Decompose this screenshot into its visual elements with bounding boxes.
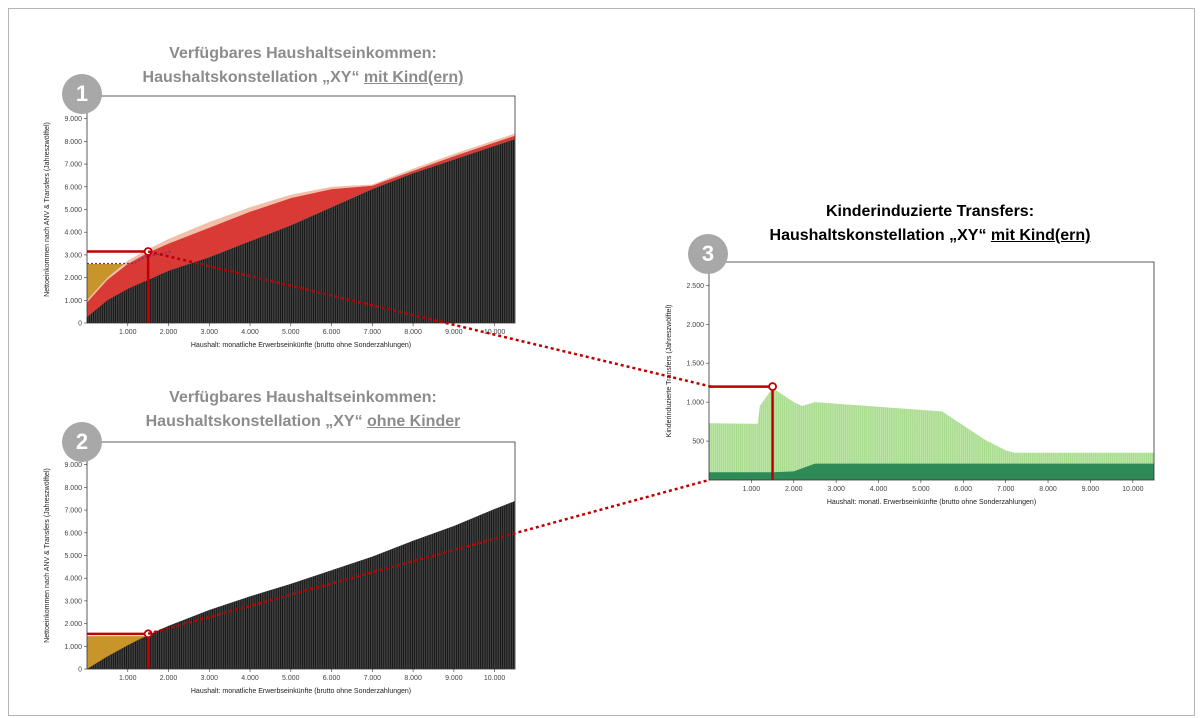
chart2-y-tick-label: 9.000 [64,462,82,469]
chart3-y-axis-label: Kinderinduzierte Transfers (Jahreszwölft… [666,305,673,438]
chart1-x-tick-label: 8.000 [404,329,422,336]
panel1-title-line1: Verfügbares Haushaltseinkommen: [169,45,437,62]
chart1-y-tick-label: 3.000 [64,252,82,259]
chart1-x-tick-label: 2.000 [160,329,178,336]
chart2-x-axis-label: Haushalt: monatliche Erwerbseinkünfte (b… [191,688,411,695]
panel2-title-line1: Verfügbares Haushaltseinkommen: [169,389,437,406]
chart1-x-tick-label: 4.000 [241,329,259,336]
panel3-title: Kinderinduzierte Transfers: Haushaltskon… [700,200,1160,248]
chart2-x-tick-label: 6.000 [323,675,341,682]
chart2-x-tick-label: 3.000 [201,675,219,682]
chart1-y-tick-label: 0 [78,321,82,328]
chart1-y-tick-label: 5.000 [64,207,82,214]
chart2-y-axis-label: Nettoeinkommen nach ANV & Transfers (Jah… [44,468,51,643]
chart2-y-tick-label: 5.000 [64,553,82,560]
chart3-x-tick-label: 1.000 [743,486,761,493]
chart1-y-tick-label: 8.000 [64,139,82,146]
panel2-title-prefix: Haushaltskonstellation „XY“ [145,413,368,430]
chart3-x-tick-label: 2.000 [785,486,803,493]
chart1-x-tick-label: 6.000 [323,329,341,336]
panel1-title-underlined: mit Kind(ern) [363,69,464,86]
chart1-y-tick-label: 2.000 [64,275,82,282]
chart2-x-tick-label: 10.000 [484,675,506,682]
chart2-x-tick-label: 7.000 [364,675,382,682]
chart2-y-tick-label: 7.000 [64,508,82,515]
chart2-y-tick-label: 6.000 [64,530,82,537]
chart2-x-tick-label: 4.000 [241,675,259,682]
chart1-dashed-reference [87,250,173,265]
chart2-x-tick-label: 1.000 [119,675,137,682]
panel3-title-underlined: mit Kind(ern) [990,227,1091,244]
badge-1: 1 [62,74,102,114]
chart3-y-tick-label: 2.500 [686,283,704,290]
panel2-title: Verfügbares Haushaltseinkommen: Haushalt… [55,386,551,434]
chart1-x-tick-label: 5.000 [282,329,300,336]
chart1-y-axis-label: Nettoeinkommen nach ANV & Transfers (Jah… [44,122,51,297]
chart1-x-tick-label: 1.000 [119,329,137,336]
chart-2: 1.000 2.000 3.000 4.000 5.000 6.000 7.000 8.000… [44,441,516,695]
chart3-x-tick-label: 7.000 [997,486,1015,493]
connector-2-to-3 [147,478,710,636]
chart3-y-tick-label: 500 [692,439,704,446]
chart2-y-tick-label: 3.000 [64,598,82,605]
chart2-y-tick-label: 8.000 [64,485,82,492]
slide-frame [8,8,1195,716]
panel1-title-prefix: Haushaltskonstellation „XY“ [142,69,364,86]
chart3-x-tick-label: 10.000 [1122,486,1144,493]
chart1-x-tick-label: 3.000 [201,329,219,336]
panel2-title-line2: Haushaltskonstellation „XY“ ohne Kinder [55,410,551,434]
chart1-y-tick-label: 6.000 [64,184,82,191]
chart3-x-tick-label: 8.000 [1039,486,1057,493]
chart2-y-tick-label: 4.000 [64,576,82,583]
panel1-title-line2: Haushaltskonstellation „XY“ mit Kind(ern… [55,66,551,90]
chart3-highlight-point [768,382,777,391]
chart3-x-tick-label: 4.000 [870,486,888,493]
chart1-x-tick-label: 9.000 [445,329,463,336]
connector-1-to-3 [147,250,712,388]
chart2-y-tick-label: 1.000 [64,644,82,651]
chart3-x-tick-label: 3.000 [827,486,845,493]
chart2-x-tick-label: 2.000 [160,675,178,682]
chart3-plot-frame [708,261,1155,481]
chart2-y-tick-label: 2.000 [64,621,82,628]
chart3-x-tick-label: 5.000 [912,486,930,493]
chart3-y-tick-label: 1.500 [686,361,704,368]
chart2-bar-texture [88,501,515,669]
chart2-y-tick-label: 0 [78,667,82,674]
chart1-x-tick-label: 7.000 [364,329,382,336]
panel2-title-underlined: ohne Kinder [367,413,461,430]
badge-3: 3 [688,234,728,274]
chart3-x-tick-label: 9.000 [1082,486,1100,493]
chart1-y-tick-label: 9.000 [64,116,82,123]
chart1-y-tick-label: 1.000 [64,298,82,305]
chart2-x-tick-label: 8.000 [404,675,422,682]
chart1-y-tick-label: 7.000 [64,162,82,169]
chart1-x-axis-label: Haushalt: monatliche Erwerbseinkünfte (b… [191,342,411,349]
chart3-y-tick-label: 2.000 [686,322,704,329]
chart2-x-tick-label: 9.000 [445,675,463,682]
chart3-x-tick-label: 6.000 [955,486,973,493]
chart2-x-tick-label: 5.000 [282,675,300,682]
chart3-x-axis-label: Haushalt: monatl. Erwerbseinkünfte (brut… [827,499,1036,506]
panel1-title: Verfügbares Haushaltseinkommen: Haushalt… [55,42,551,90]
chart1-y-tick-label: 4.000 [64,230,82,237]
panel3-title-prefix: Haushaltskonstellation „XY“ [769,227,991,244]
panel3-title-line2: Haushaltskonstellation „XY“ mit Kind(ern… [700,224,1160,248]
chart3-y-tick-label: 1.000 [686,400,704,407]
panel3-title-line1: Kinderinduzierte Transfers: [825,203,1035,220]
chart1-x-tick-label: 10.000 [484,329,506,336]
chart-1: 1.000 2.000 3.000 4.000 5.000 6.000 7.000 8.000… [44,95,516,349]
chart-3: 1.000 2.000 3.000 4.000 5.000 6.000 7.000 8.000… [666,261,1155,506]
chart3-series-dark-area [709,463,1154,480]
badge-2: 2 [62,422,102,462]
